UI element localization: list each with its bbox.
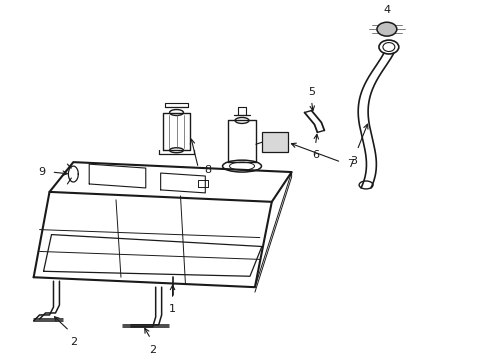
Text: 2: 2 — [70, 337, 77, 347]
Ellipse shape — [376, 22, 396, 36]
Text: 5: 5 — [307, 87, 314, 96]
Text: 9: 9 — [39, 167, 45, 177]
Text: 8: 8 — [204, 165, 211, 175]
Text: 6: 6 — [311, 150, 318, 160]
Text: 3: 3 — [350, 156, 357, 166]
Text: 2: 2 — [149, 345, 156, 355]
Text: 4: 4 — [383, 5, 389, 15]
Text: 1: 1 — [169, 304, 176, 314]
FancyBboxPatch shape — [262, 132, 287, 152]
Text: 7: 7 — [346, 159, 354, 169]
